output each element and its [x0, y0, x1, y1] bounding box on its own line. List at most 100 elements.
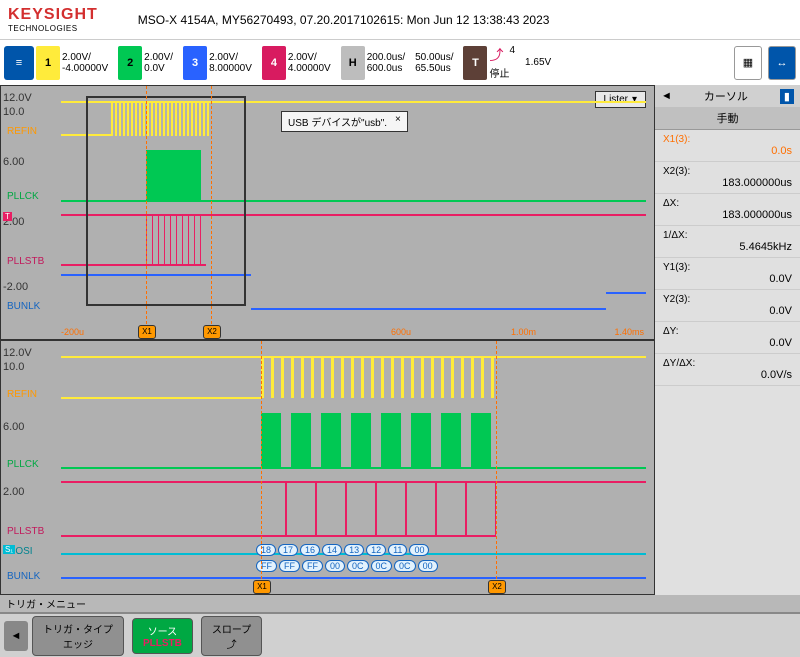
pllck-trace-2 — [61, 467, 646, 469]
edge-label: エッジ — [43, 636, 113, 651]
hex-val: 0C — [371, 560, 393, 572]
idx-value: 5.4645kHz — [663, 241, 792, 253]
s1-indicator: S₁ — [3, 545, 15, 554]
x1-value: 0.0s — [663, 145, 792, 157]
trigger-box[interactable]: T — [463, 46, 487, 80]
cursor-mode[interactable]: 手動 — [655, 107, 800, 130]
ch4-vdiv: 2.00V/ — [288, 52, 331, 63]
ch3-offset: 8.00000V — [209, 63, 252, 74]
cursor-type-icon[interactable]: ▮ — [780, 89, 794, 104]
grid-icon[interactable]: ▦ — [734, 46, 762, 80]
cursor-x2-line-2[interactable] — [496, 341, 497, 594]
lister-label: Lister — [604, 94, 628, 105]
model-info: MSO-X 4154A, MY56270493, 07.20.201710261… — [138, 13, 550, 27]
refin-label-2: REFIN — [5, 389, 39, 400]
trigger-type-label: トリガ・タイプ — [43, 621, 113, 636]
dy-label: ΔY: — [663, 326, 679, 337]
menu-title: トリガ・メニュー — [0, 595, 800, 612]
hex-val: 00 — [409, 544, 429, 556]
ch2-vdiv: 2.00V/ — [144, 52, 173, 63]
dy-value: 0.0V — [663, 337, 792, 349]
cursor-dx-row: ΔX: 183.000000us — [655, 194, 800, 226]
hex-val: 12 — [366, 544, 386, 556]
edge-rising-icon: ⤴ — [489, 45, 503, 65]
pllck-label-1: PLLCK — [5, 191, 41, 202]
ch1-box[interactable]: 1 — [36, 46, 60, 80]
source-button[interactable]: ソース PLLSTB — [132, 618, 193, 654]
hex-val: 18 — [256, 544, 276, 556]
lower-waveform-panel[interactable]: 12.0V 10.0 6.00 2.00 REFIN PLLCK PLLSTB … — [0, 340, 655, 595]
ch4-info: 2.00V/ 4.00000V — [288, 52, 331, 74]
cursor-x1-marker-2[interactable]: X1 — [253, 580, 271, 594]
pllstb-pulses-2 — [261, 481, 496, 535]
y1-value: 0.0V — [663, 273, 792, 285]
pllck-label-2: PLLCK — [5, 459, 41, 470]
bunlk-trace-2 — [61, 577, 646, 579]
cursor-y2-row: Y2(3): 0.0V — [655, 290, 800, 322]
logo: KEYSIGHT TECHNOLOGIES — [8, 6, 98, 33]
slope-button[interactable]: スロープ ⤴ — [201, 616, 262, 656]
h-tdiv: 200.0us/ — [367, 52, 405, 63]
pllstb-trace-2b — [61, 535, 496, 537]
dydx-value: 0.0V/s — [663, 369, 792, 381]
ch1-vdiv: 2.00V/ — [62, 52, 108, 63]
ch2-box[interactable]: 2 — [118, 46, 142, 80]
ch4-box[interactable]: 4 — [262, 46, 286, 80]
y-12v: 12.0V — [3, 92, 32, 104]
upper-waveform-panel[interactable]: Lister ▾ USB デバイスが"usb". × 12.0V 10.0 6.… — [0, 85, 655, 340]
x-t1m: 1.00m — [511, 327, 536, 337]
cursor-x2-marker[interactable]: X2 — [203, 325, 221, 339]
decode-row-1: 18 17 16 14 13 12 11 00 — [256, 543, 506, 557]
top-header: KEYSIGHT TECHNOLOGIES MSO-X 4154A, MY562… — [0, 0, 800, 40]
hex-val: 0C — [347, 560, 369, 572]
menu-icon[interactable]: ≡ — [4, 46, 34, 80]
back-button[interactable]: ◄ — [4, 621, 28, 651]
h-offset: 600.0us — [367, 63, 405, 74]
hex-val: FF — [256, 560, 277, 572]
bunlk-trace-1b — [251, 308, 606, 310]
h-tdiv2: 50.00us/ — [415, 52, 453, 63]
pllstb-label-1: PLLSTB — [5, 256, 46, 267]
y-12v-2: 12.0V — [3, 347, 32, 359]
y-10v-2: 10.0 — [3, 361, 24, 373]
dx-value: 183.000000us — [663, 209, 792, 221]
close-icon[interactable]: × — [395, 114, 401, 125]
cursor-x1-line[interactable] — [146, 86, 147, 339]
hex-val: FF — [279, 560, 300, 572]
slope-label: スロープ — [212, 621, 251, 636]
cursor-x1-marker[interactable]: X1 — [138, 325, 156, 339]
waveform-area[interactable]: Lister ▾ USB デバイスが"usb". × 12.0V 10.0 6.… — [0, 85, 655, 595]
y-10v: 10.0 — [3, 106, 24, 118]
dydx-label: ΔY/ΔX: — [663, 358, 695, 369]
hex-val: 16 — [300, 544, 320, 556]
back-icon[interactable]: ◄ — [661, 90, 672, 102]
ch4-offset: 4.00000V — [288, 63, 331, 74]
hex-val: 17 — [278, 544, 298, 556]
ch1-info: 2.00V/ -4.00000V — [62, 52, 108, 74]
ch3-box[interactable]: 3 — [183, 46, 207, 80]
trigger-type-button[interactable]: トリガ・タイプ エッジ — [32, 616, 124, 656]
y-6v-2: 6.00 — [3, 421, 24, 433]
h-offset2: 65.50us — [415, 63, 453, 74]
cursor-x2-line[interactable] — [211, 86, 212, 339]
y1-label: Y1(3): — [663, 262, 690, 273]
decode-row-2: FF FF FF 00 0C 0C 0C 00 — [256, 559, 506, 573]
cursor-x1-line-2[interactable] — [261, 341, 262, 594]
zoom-icon[interactable]: ↔ — [768, 46, 796, 80]
pllck-bursts-2 — [261, 413, 496, 467]
y2-label: Y2(3): — [663, 294, 690, 305]
bottom-menu-bar: ◄ トリガ・タイプ エッジ ソース PLLSTB スロープ ⤴ — [0, 612, 800, 657]
cursor-x2-marker-2[interactable]: X2 — [488, 580, 506, 594]
timebase-box[interactable]: H — [341, 46, 365, 80]
usb-popup: USB デバイスが"usb". × — [281, 111, 408, 132]
x2-value: 183.000000us — [663, 177, 792, 189]
x-t200: -200u — [61, 327, 84, 337]
ch1-offset: -4.00000V — [62, 63, 108, 74]
lister-dropdown[interactable]: Lister ▾ — [595, 91, 646, 108]
timebase-info2: 50.00us/ 65.50us — [415, 52, 453, 74]
chevron-down-icon: ▾ — [632, 94, 637, 105]
x2-label: X2(3): — [663, 166, 690, 177]
channel-bar: ≡ 1 2.00V/ -4.00000V 2 2.00V/ 0.0V 3 2.0… — [0, 40, 800, 85]
cursor-x2-row: X2(3): 183.000000us — [655, 162, 800, 194]
t-edge: 4 — [509, 45, 515, 65]
